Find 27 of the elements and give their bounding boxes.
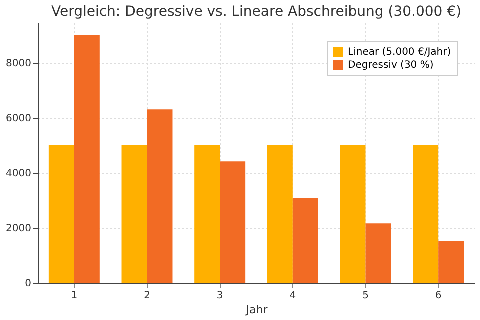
legend-label: Degressiv (30 %) [348,60,434,71]
chart-title: Vergleich: Degressive vs. Lineare Abschreibung (30.000 €) [51,4,462,20]
bar [292,198,318,283]
x-tick-label: 1 [71,290,78,302]
y-tick-label: 6000 [6,113,32,124]
bar [267,145,293,283]
y-tick-label: 8000 [6,58,32,70]
x-tick-label: 3 [216,290,224,302]
bar [438,241,464,283]
x-tick-label: 5 [362,290,369,302]
y-tick-label: 2000 [6,223,32,234]
y-tick-label: 0 [25,278,32,290]
x-tick-label: 2 [144,290,150,302]
bar [220,162,246,283]
bar [413,145,439,283]
x-tick-label: 6 [435,290,442,302]
legend-label: Linear (5.000 €/Jahr) [348,47,452,58]
bar [48,145,74,283]
x-tick-label: 4 [290,290,296,302]
x-axis-title: Jahr [245,304,268,316]
y-tick-label: 4000 [6,168,32,180]
bar [122,145,148,283]
bar [194,145,220,283]
bar [340,145,366,283]
bar [147,110,173,283]
bar [74,35,100,283]
bar [366,224,392,283]
